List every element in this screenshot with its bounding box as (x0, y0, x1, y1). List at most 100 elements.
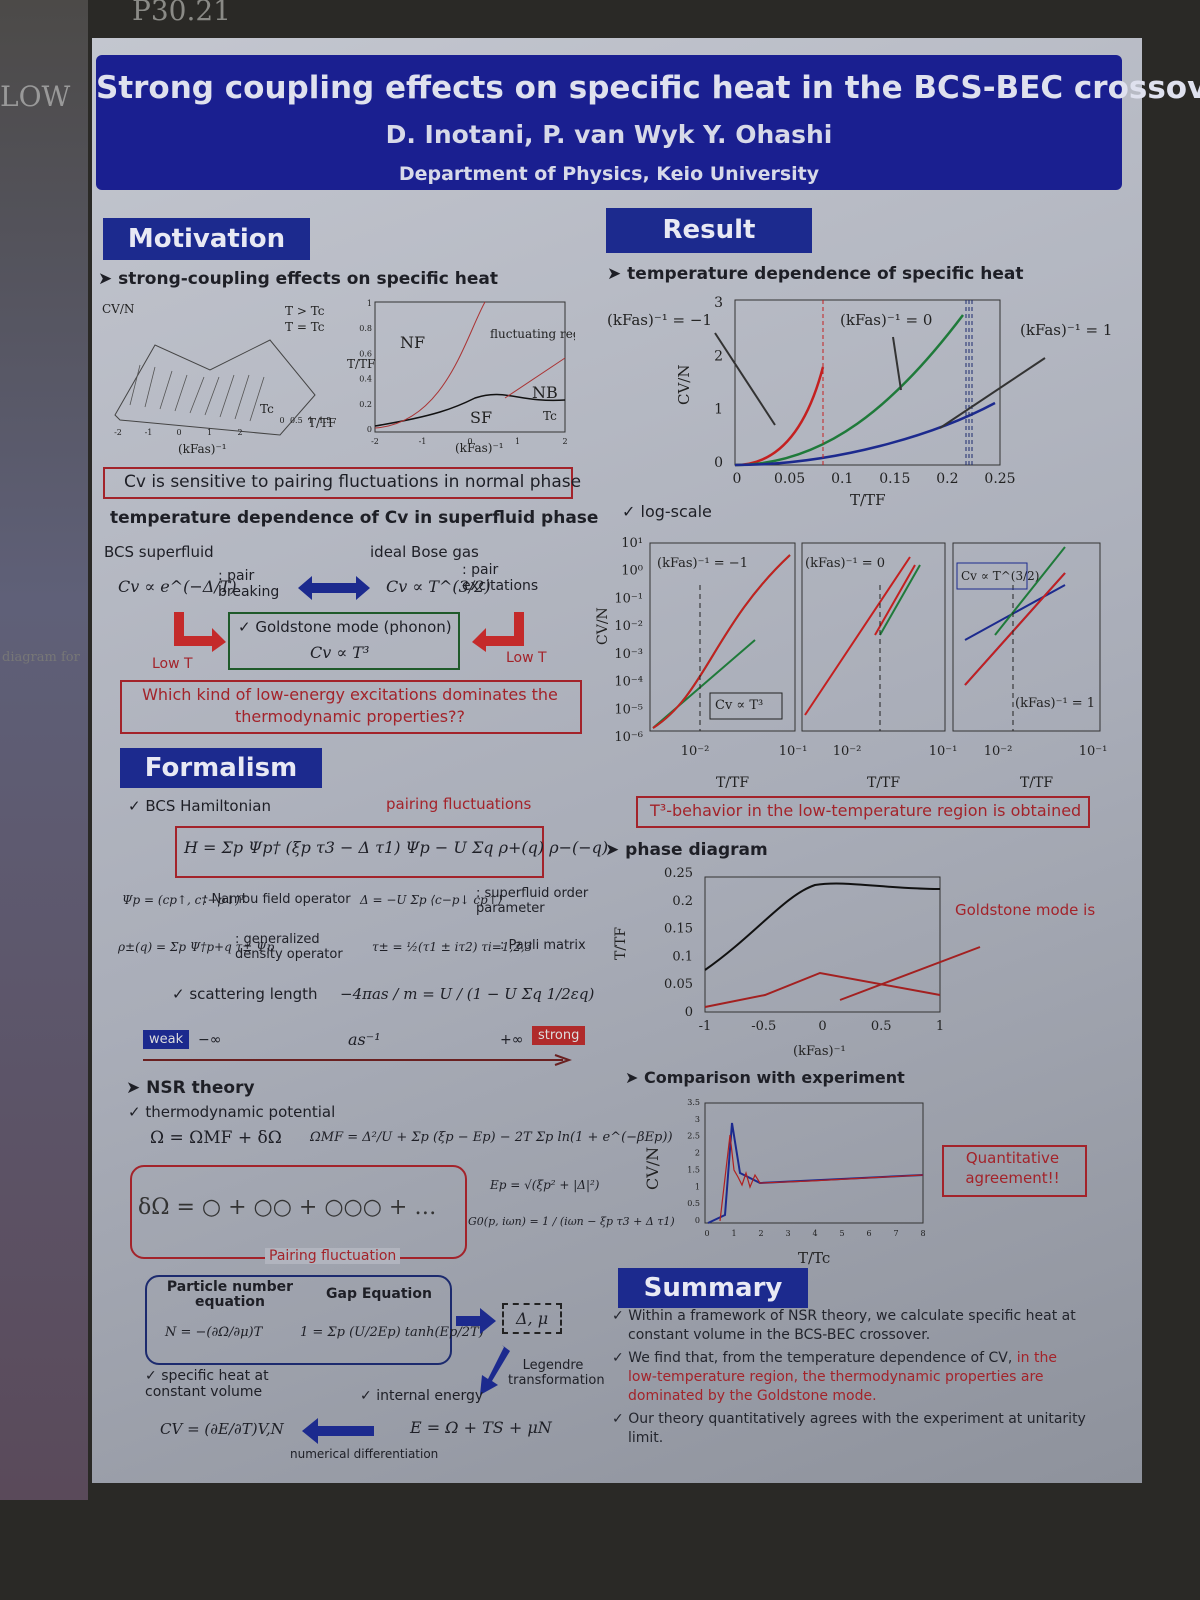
label: ideal Bose gas (370, 543, 479, 561)
legend: T > Tc (285, 304, 325, 318)
formula: N = −(∂Ω/∂μ)T (165, 1325, 263, 1340)
arrow (472, 612, 524, 652)
tick-label: 8 (920, 1229, 925, 1238)
formula: Cv ∝ T³ (310, 643, 370, 662)
tick-label: 0.5 (687, 1199, 700, 1208)
curve (652, 554, 791, 729)
formula: Cv ∝ e^(−Δ/T) (118, 577, 237, 596)
region: NB (532, 383, 558, 402)
frame (374, 301, 566, 433)
tick-label: 10⁻¹ (929, 744, 958, 759)
tick-label: 2 (237, 428, 242, 437)
curve (994, 546, 1066, 636)
curve (504, 357, 566, 399)
plot-3d: CV/N T > Tc T = Tc (kFas)⁻¹ T/TF Tc -2 -1… (102, 302, 336, 456)
formula: CV = (∂E/∂T)V,N (160, 1420, 284, 1438)
plot-log: CV/N (kFas)⁻¹ = −1 (kFas)⁻¹ = 0 (kFas)⁻¹… (595, 536, 1108, 791)
arrow (302, 1418, 374, 1444)
axis-label: (kFas)⁻¹ (455, 441, 504, 455)
label: : generalized density operator (235, 932, 343, 962)
tick-label: -2 (114, 428, 122, 437)
double-arrow (298, 576, 370, 600)
formula: Ψp = (cp↑, c†−p↓)ᵀ (122, 893, 245, 907)
frame (704, 1102, 924, 1224)
diagram: δΩ = ○ + ○○ + ○○○ + … (138, 1195, 437, 1220)
curve (879, 564, 921, 636)
tick-label: 10⁻¹ (1079, 744, 1108, 759)
curve-label: (kFas)⁻¹ = −1 (607, 311, 712, 329)
curve (719, 1134, 924, 1222)
label: Low T (152, 656, 193, 672)
curve (734, 314, 964, 467)
equation-box (145, 1275, 452, 1365)
weak-tag: weak (143, 1030, 190, 1049)
tick-label: -1 (699, 1019, 712, 1034)
tick-label: 0 (279, 416, 284, 425)
arrow (174, 612, 226, 652)
curve-label: (kFas)⁻¹ = 1 (1020, 321, 1112, 339)
tick-label: 1 (936, 1019, 944, 1034)
label: : Nambu field operator (203, 892, 351, 907)
region: SF (470, 408, 492, 427)
axis-label: T/TF (850, 491, 885, 509)
formula: Δ = −U Σp ⟨c−p↓ cp↑⟩ (360, 893, 503, 907)
formula: ρ±(q) = Σp Ψ†p+q τ± Ψp (118, 940, 275, 954)
summary-item: ✓ We find that, from the temperature dep… (612, 1350, 1057, 1404)
note: Quantitative agreement!! (965, 1149, 1060, 1187)
result-box: Δ, μ (502, 1303, 563, 1334)
summary-item: ✓ Within a framework of NSR theory, we c… (612, 1308, 1076, 1343)
tick-label: 0 (467, 437, 472, 446)
question-box (120, 680, 582, 734)
frame (801, 542, 946, 732)
axis-label: CV/N (675, 365, 693, 406)
callout: T³-behavior in the low-temperature regio… (650, 801, 1082, 820)
axis-label: (kFas)⁻¹ (793, 1044, 846, 1059)
tick-label: 0 (818, 1019, 826, 1034)
formula: −4πas / m = U / (1 − U Σq 1/2εq) (340, 985, 595, 1003)
axis-label: T/TF (613, 927, 629, 960)
tick-label: -2 (371, 437, 379, 446)
axis-label: T/TF (308, 416, 336, 430)
formula: Ω = ΩMF + δΩ (150, 1128, 282, 1148)
region: NF (400, 333, 425, 352)
summary-item: ✓ Our theory quantitatively agrees with … (612, 1411, 1086, 1446)
tick-label: 0 (704, 1229, 709, 1238)
tick-label: 2 (695, 1149, 700, 1158)
tick-label: 0.2 (936, 471, 958, 487)
affiliation: Department of Physics, Keio University (398, 163, 820, 185)
callout: Cv ∝ T^(3/2) (961, 569, 1039, 583)
tick-label: 0 (367, 425, 372, 434)
label: Gap Equation (326, 1286, 432, 1302)
formula: Ep = √(ξp² + |Δ|²) (490, 1178, 600, 1192)
axis-label: T/Tc (798, 1249, 830, 1267)
tick-label: 0.2 (672, 894, 693, 909)
arrow (456, 1308, 496, 1334)
label: ✓ log-scale (622, 502, 712, 521)
point: ➤ strong-coupling effects on specific he… (98, 269, 498, 289)
tick-label: 0.5 (871, 1019, 892, 1034)
axis-label: (kFas)⁻¹ (178, 442, 227, 456)
formula: τ± = ½(τ1 ± iτ2) τi=1,2,3 (372, 940, 533, 954)
surface (114, 339, 316, 436)
tick-label: 0 (176, 428, 181, 437)
label: Pairing fluctuation (265, 1248, 401, 1264)
marker-line (965, 300, 973, 465)
tick-label: 3.5 (687, 1098, 700, 1107)
tick-label: 10⁻¹ (779, 744, 808, 759)
formula-box (175, 826, 544, 878)
tick-label: T/TF (1020, 775, 1053, 791)
tick-label: 6 (866, 1229, 871, 1238)
tick-label: 10⁻⁵ (614, 702, 643, 717)
tick-label: 3 (714, 295, 723, 311)
label: ✓ BCS Hamiltonian (128, 797, 271, 815)
label: BCS superfluid (104, 543, 214, 561)
section-heading: Result (606, 208, 812, 253)
tick-label: 3 (785, 1229, 790, 1238)
formula: E = Ω + TS + μN (410, 1418, 552, 1437)
tick-label: 0.05 (664, 977, 693, 992)
axis-label: CV/N (643, 1147, 662, 1190)
tick-label: 0.1 (672, 949, 693, 964)
tick-label: 2.5 (687, 1132, 700, 1141)
